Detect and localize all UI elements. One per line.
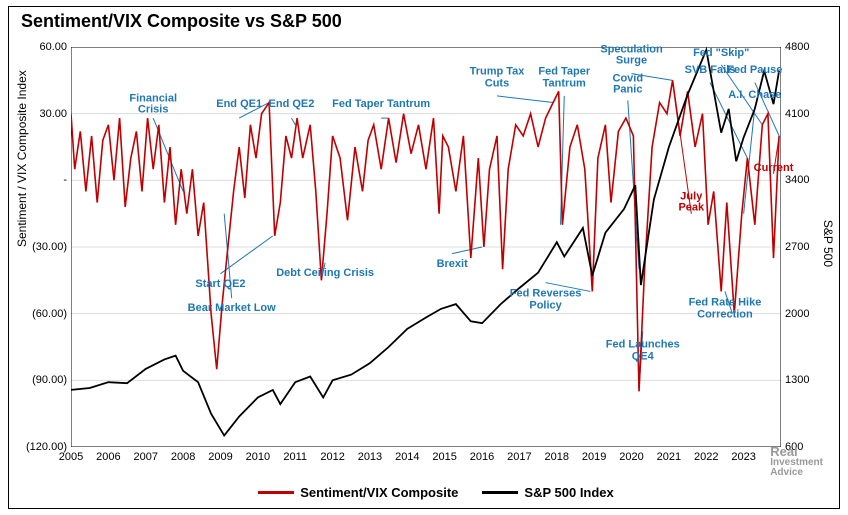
x-tick: 2022 xyxy=(694,451,718,463)
y-left-tick: (60.00) xyxy=(15,308,67,320)
chart-frame: Sentiment/VIX Composite vs S&P 500 Senti… xyxy=(8,6,840,509)
y-right-axis-label: S&P 500 xyxy=(821,220,835,267)
y-left-tick: (90.00) xyxy=(15,374,67,386)
x-tick: 2006 xyxy=(96,451,120,463)
x-tick: 2023 xyxy=(731,451,755,463)
legend-swatch xyxy=(258,491,294,494)
x-tick: 2019 xyxy=(582,451,606,463)
x-tick: 2008 xyxy=(171,451,195,463)
y-right-tick: 3400 xyxy=(785,174,809,186)
x-tick: 2013 xyxy=(358,451,382,463)
sentiment-series xyxy=(71,80,779,391)
x-tick: 2010 xyxy=(246,451,270,463)
y-left-tick: 30.00 xyxy=(15,108,67,120)
y-right-tick: 2000 xyxy=(785,308,809,320)
x-tick: 2011 xyxy=(283,451,307,463)
x-tick: 2005 xyxy=(59,451,83,463)
legend-label: Sentiment/VIX Composite xyxy=(300,485,458,500)
x-tick: 2012 xyxy=(320,451,344,463)
x-tick: 2016 xyxy=(470,451,494,463)
chart-title: Sentiment/VIX Composite vs S&P 500 xyxy=(21,11,342,32)
legend-label: S&P 500 Index xyxy=(524,485,613,500)
x-tick: 2009 xyxy=(208,451,232,463)
y-right-tick: 4100 xyxy=(785,108,809,120)
chart-svg xyxy=(71,47,781,447)
x-tick: 2017 xyxy=(507,451,531,463)
plot-area xyxy=(71,47,781,447)
x-tick: 2015 xyxy=(432,451,456,463)
x-tick: 2018 xyxy=(545,451,569,463)
legend-swatch xyxy=(482,491,518,494)
x-tick: 2020 xyxy=(619,451,643,463)
sp500-series xyxy=(71,50,779,436)
y-left-tick: 60.00 xyxy=(15,41,67,53)
y-left-tick: (30.00) xyxy=(15,241,67,253)
x-tick: 2021 xyxy=(657,451,681,463)
y-right-tick: 1300 xyxy=(785,374,809,386)
watermark-logo: Real Investment Advice xyxy=(770,445,823,478)
x-tick: 2007 xyxy=(133,451,157,463)
y-left-tick: - xyxy=(15,174,67,186)
y-left-axis-label: Sentiment / VIX Composite Index xyxy=(15,70,29,247)
y-right-tick: 2700 xyxy=(785,241,809,253)
legend: Sentiment/VIX Composite S&P 500 Index xyxy=(9,484,839,500)
x-tick: 2014 xyxy=(395,451,419,463)
y-right-tick: 4800 xyxy=(785,41,809,53)
